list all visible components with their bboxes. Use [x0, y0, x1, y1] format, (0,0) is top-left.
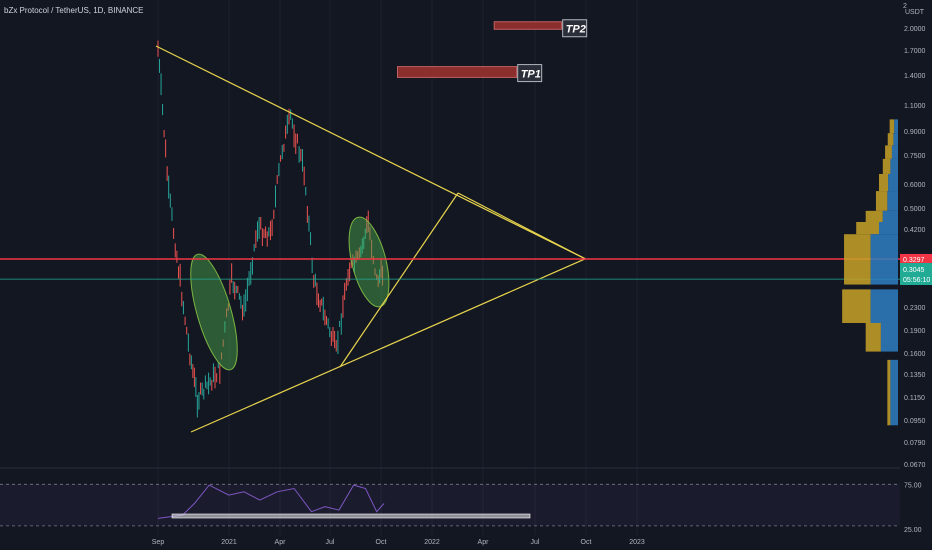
volume-profile-bar-up	[844, 234, 871, 285]
rsi-axis-label: 25.00	[904, 527, 922, 534]
consolidation-ellipse-1	[190, 253, 238, 371]
price-axis-label: 0.0950	[904, 418, 926, 425]
symbol-title: bZx Protocol / TetherUS, 1D, BINANCE	[4, 6, 144, 15]
inner-trendline-rising	[339, 192, 459, 368]
volume-profile-bar-up	[885, 145, 892, 159]
volume-profile-bar-down	[893, 133, 898, 146]
volume-profile-bar-down	[880, 322, 898, 352]
volume-profile-bar-down	[882, 210, 898, 222]
time-axis-label: Sep	[152, 539, 165, 546]
volume-profile-bar-up	[887, 133, 894, 146]
rsi-band	[0, 484, 900, 526]
volume-profile-bar-up	[887, 359, 891, 426]
time-axis-label: Apr	[478, 539, 490, 546]
price-axis-label: 1.1000	[904, 103, 926, 110]
volume-profile-bar-down	[891, 145, 898, 159]
volume-profile-bar-up	[882, 158, 891, 174]
volume-profile-bar-up	[889, 119, 895, 134]
triangle-trendlines	[155, 45, 586, 433]
target-label: TP1	[521, 69, 541, 81]
price-axis-label: 0.1350	[904, 372, 926, 379]
volume-profile-bar-down	[894, 119, 898, 134]
price-axis-label: 0.1150	[904, 395, 925, 402]
horizontal-levels	[0, 258, 900, 280]
price-axis-label: 0.4200	[904, 227, 926, 234]
target-zone-tp1	[397, 66, 518, 78]
rsi-line	[157, 484, 385, 519]
price-axis-label: 1.7000	[904, 48, 926, 55]
volume-profile-bar-down	[888, 173, 898, 192]
target-zones: TP1 TP2	[397, 19, 588, 83]
target-label: TP2	[566, 24, 586, 36]
price-axis-label: 2.0000	[904, 26, 926, 33]
price-axis-label: 0.7500	[904, 153, 926, 160]
volume-profile-bar-up	[879, 173, 889, 192]
time-axis-label: Apr	[275, 539, 287, 546]
time-axis-label: 2023	[629, 539, 645, 546]
upper-trendline	[155, 45, 586, 260]
price-series	[157, 40, 384, 418]
volume-profile	[842, 119, 898, 426]
volume-profile-bar-down	[870, 234, 898, 285]
price-axis-label: 0.0790	[904, 440, 926, 447]
volume-profile-bar-down	[890, 359, 898, 426]
price-axis-label: 0.0670	[904, 462, 926, 469]
volume-profile-bar-down	[887, 191, 898, 211]
price-axis-label: 0.2300	[904, 305, 926, 312]
time-axis-label: Jul	[326, 539, 335, 546]
rsi-panel	[0, 483, 900, 527]
time-axis-label: Oct	[581, 539, 592, 546]
consolidation-ellipse-2	[348, 216, 390, 308]
target-zone-tp2	[493, 21, 563, 30]
lower-trendline	[190, 258, 586, 433]
volume-profile-bar-up	[875, 191, 888, 211]
price-axis-label: 0.5000	[904, 206, 926, 213]
grid-lines	[0, 0, 900, 535]
rsi-support-box	[171, 513, 531, 519]
rsi-axis-label: 75.00	[904, 482, 922, 489]
current-price-value: 0.3045	[903, 267, 925, 274]
current-price-countdown: 05:56:10	[903, 277, 930, 284]
volume-profile-bar-up	[842, 289, 871, 323]
volume-profile-bar-up	[856, 221, 879, 235]
inner-trendline-upper	[457, 192, 586, 260]
price-axis-label: 0.6000	[904, 182, 926, 189]
red-level-badge-value: 0.3297	[903, 257, 925, 264]
red-level-badge	[900, 253, 932, 264]
volume-profile-bar-down	[879, 221, 898, 235]
price-axis-top-label: 2	[903, 3, 907, 10]
time-axis-label: Jul	[531, 539, 540, 546]
volume-profile-bar-up	[865, 210, 883, 222]
time-axis-label: 2021	[221, 539, 237, 546]
price-axis-unit: USDT	[905, 9, 925, 16]
price-axis-label: 0.1600	[904, 351, 926, 358]
price-axis-label: 0.1900	[904, 328, 926, 335]
consolidation-ellipses	[190, 216, 390, 371]
time-axis-label: Oct	[376, 539, 387, 546]
target-label-box	[517, 64, 543, 83]
current-price-badge	[900, 263, 932, 285]
time-axis-label: 2022	[424, 539, 440, 546]
price-axis-label: 1.4000	[904, 73, 926, 80]
volume-profile-bar-up	[865, 322, 881, 352]
volume-profile-bar-down	[870, 289, 898, 323]
target-label-box	[562, 19, 588, 38]
price-axis-label: 0.9000	[904, 129, 926, 136]
volume-profile-bar-down	[890, 158, 898, 174]
